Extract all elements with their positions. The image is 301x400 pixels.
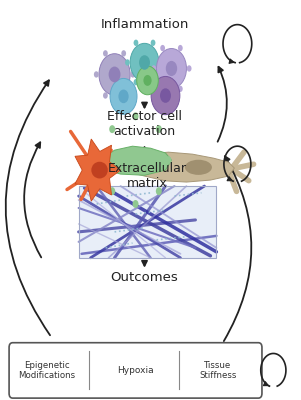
Circle shape [103, 92, 108, 99]
Circle shape [159, 59, 164, 66]
Circle shape [139, 55, 150, 70]
Circle shape [151, 65, 156, 72]
Circle shape [166, 61, 177, 76]
Circle shape [109, 66, 120, 82]
Circle shape [100, 156, 106, 164]
Bar [79, 186, 216, 258]
FancyBboxPatch shape [9, 343, 262, 398]
Circle shape [150, 40, 155, 46]
Circle shape [178, 45, 183, 51]
Ellipse shape [185, 160, 212, 175]
Circle shape [109, 187, 115, 195]
FancyBboxPatch shape [79, 186, 216, 258]
Circle shape [160, 45, 165, 51]
Circle shape [103, 50, 108, 56]
Text: Hypoxia: Hypoxia [117, 366, 154, 375]
Polygon shape [100, 146, 172, 175]
Circle shape [130, 43, 159, 82]
Polygon shape [126, 152, 234, 182]
Circle shape [178, 86, 183, 92]
Circle shape [156, 187, 162, 195]
Text: Epigenetic
Modifications: Epigenetic Modifications [19, 360, 76, 380]
Circle shape [121, 92, 126, 99]
Circle shape [130, 71, 135, 78]
Circle shape [160, 86, 165, 92]
Polygon shape [75, 139, 120, 201]
Circle shape [132, 112, 138, 120]
Circle shape [94, 71, 99, 78]
Text: Inflammation: Inflammation [100, 18, 189, 31]
Circle shape [132, 200, 138, 208]
Text: Outcomes: Outcomes [111, 271, 178, 284]
Text: Effector cell
activation: Effector cell activation [107, 110, 182, 138]
Circle shape [187, 65, 191, 72]
Text: Extracellular
matrix: Extracellular matrix [108, 162, 187, 190]
Circle shape [134, 40, 138, 46]
Circle shape [110, 78, 137, 114]
Circle shape [157, 48, 186, 88]
Text: Tissue
Stiffness: Tissue Stiffness [199, 360, 237, 380]
Circle shape [125, 59, 130, 66]
Circle shape [109, 125, 115, 133]
Circle shape [99, 54, 130, 95]
Circle shape [160, 88, 171, 103]
Ellipse shape [91, 162, 108, 178]
Circle shape [143, 75, 152, 86]
Circle shape [150, 79, 155, 85]
Circle shape [134, 79, 138, 85]
Circle shape [166, 156, 172, 164]
Circle shape [151, 76, 180, 115]
Circle shape [137, 66, 158, 95]
Circle shape [156, 125, 162, 133]
Bar [79, 186, 216, 258]
Circle shape [121, 50, 126, 56]
Circle shape [118, 90, 129, 103]
